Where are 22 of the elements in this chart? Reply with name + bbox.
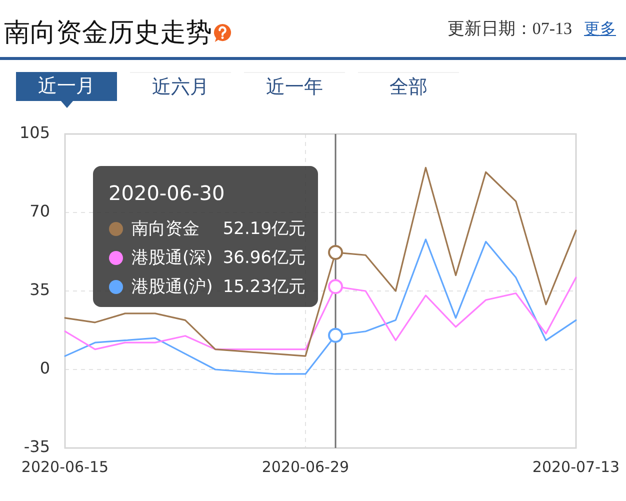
tab[interactable]: 近一月: [16, 72, 117, 101]
legend-label: 港股通(沪): [132, 276, 213, 298]
tab[interactable]: 全部: [358, 72, 459, 101]
x-tick-label: 2020-06-15: [21, 458, 109, 476]
legend-title: 2020-06-30: [108, 180, 225, 208]
data-label: 52.19亿元: [222, 218, 306, 240]
data-label: 15.23亿元: [222, 276, 306, 298]
y-tick-label: 35: [30, 280, 50, 300]
x-tick-label: 2020-07-13: [532, 458, 620, 476]
data-label: 36.96亿元: [222, 247, 306, 270]
y-tick-label: 0: [40, 358, 50, 378]
y-tick-label: 70: [30, 202, 50, 221]
chart-title: 南向资金历史走势: [4, 17, 212, 49]
tab[interactable]: 近一年: [244, 72, 345, 101]
text: 更多: [584, 20, 616, 40]
legend-label: 南向资金: [132, 218, 200, 240]
tab[interactable]: 近六月: [130, 72, 231, 101]
y-tick-label: -35: [24, 437, 50, 456]
y-tick-label: 105: [19, 123, 50, 142]
text: 更新日期：07-13: [447, 18, 572, 40]
legend-label: 港股通(深): [132, 247, 213, 270]
x-tick-label: 2020-06-29: [262, 458, 350, 476]
